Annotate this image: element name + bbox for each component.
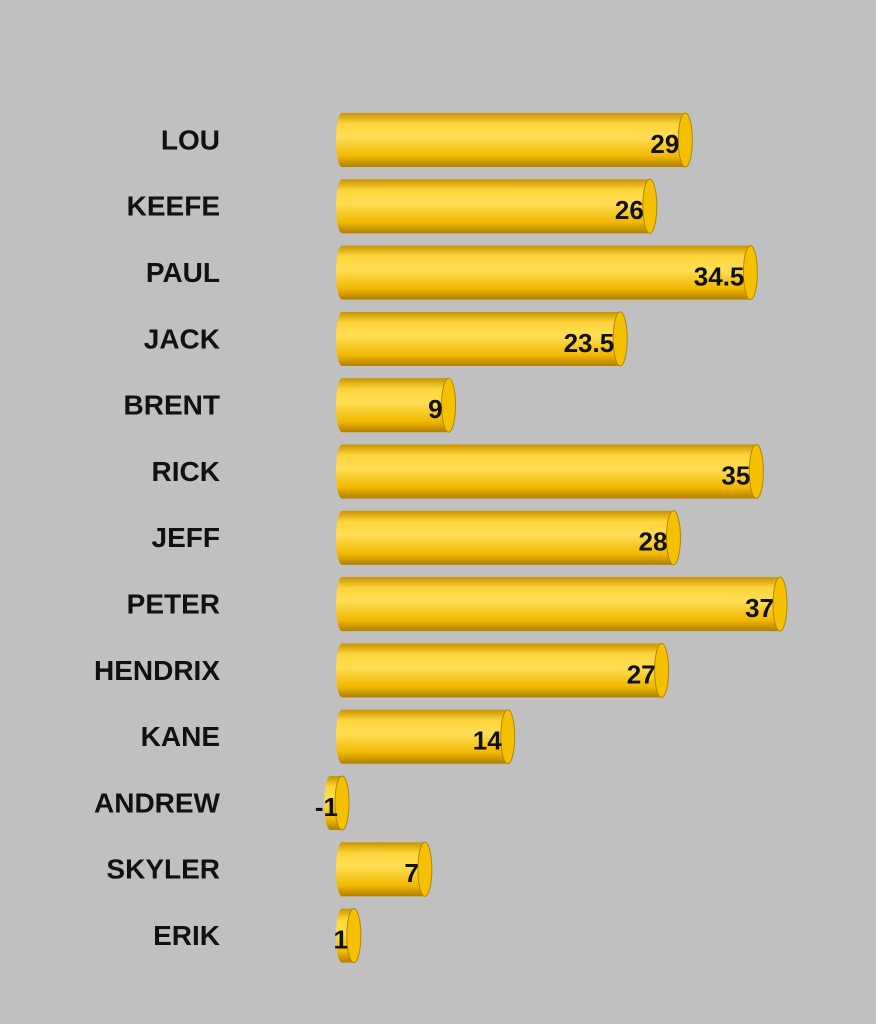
bar bbox=[342, 510, 674, 565]
bar-cap-start bbox=[336, 378, 348, 433]
category-label: KEEFE bbox=[127, 191, 220, 222]
bar bbox=[342, 311, 621, 366]
value-label: 14 bbox=[473, 726, 502, 756]
category-label: ANDREW bbox=[94, 787, 221, 818]
bar bbox=[342, 245, 751, 300]
bar-cap-start bbox=[336, 179, 348, 234]
bar-cap-start bbox=[336, 908, 348, 963]
category-label: SKYLER bbox=[106, 854, 220, 885]
value-label: 23.5 bbox=[564, 328, 615, 358]
category-label: JEFF bbox=[152, 522, 220, 553]
bar-cap-end bbox=[500, 709, 516, 765]
bar bbox=[342, 842, 425, 897]
bar-cap-start bbox=[336, 444, 348, 499]
value-label: 29 bbox=[650, 129, 679, 159]
bar-cap-end bbox=[346, 908, 362, 964]
bar-cap-end bbox=[772, 576, 788, 632]
bar-cap-end bbox=[642, 178, 658, 234]
bar-cap-end bbox=[748, 444, 764, 499]
bar bbox=[342, 643, 662, 698]
bar-cap-start bbox=[336, 113, 348, 167]
bar bbox=[342, 709, 508, 764]
category-label: ERIK bbox=[153, 920, 220, 951]
bar bbox=[342, 444, 757, 499]
bar-cap-end bbox=[742, 245, 758, 301]
bar-cap-start bbox=[336, 311, 348, 366]
bar-cap-start bbox=[336, 577, 348, 632]
bar-cap-start bbox=[336, 709, 348, 764]
value-label: -1 bbox=[315, 792, 338, 822]
bar-cap-start bbox=[336, 245, 348, 300]
bar-cap-start bbox=[324, 776, 337, 830]
bar-cap-end bbox=[677, 112, 693, 168]
value-label: 26 bbox=[615, 195, 644, 225]
category-label: LOU bbox=[161, 124, 220, 155]
value-label: 28 bbox=[639, 527, 668, 557]
value-label: 27 bbox=[627, 659, 656, 689]
bar-cap-end bbox=[441, 377, 457, 433]
bar bbox=[342, 113, 686, 167]
bar-cap-end bbox=[654, 642, 670, 698]
bar-cap-end bbox=[417, 841, 433, 897]
category-label: RICK bbox=[152, 456, 220, 487]
bar-cap-start bbox=[336, 510, 348, 565]
bar bbox=[342, 378, 449, 433]
bar-cap-end bbox=[334, 775, 350, 831]
category-label: KANE bbox=[141, 721, 220, 752]
value-label: 35 bbox=[721, 460, 750, 490]
value-label: 9 bbox=[428, 394, 442, 424]
category-label: BRENT bbox=[124, 390, 220, 421]
bar bbox=[342, 179, 650, 234]
bar-cap-end bbox=[665, 510, 681, 566]
category-label: PAUL bbox=[146, 257, 220, 288]
bar-cap-start bbox=[336, 842, 348, 897]
bar bbox=[342, 577, 780, 632]
category-label: JACK bbox=[144, 323, 220, 354]
value-label: 34.5 bbox=[694, 261, 745, 291]
category-label: PETER bbox=[127, 588, 220, 619]
value-label: 37 bbox=[745, 593, 774, 623]
bar-cap-start bbox=[336, 643, 348, 698]
category-label: HENDRIX bbox=[94, 655, 220, 686]
value-label: 1 bbox=[334, 924, 348, 954]
bar-cap-end bbox=[612, 311, 628, 367]
value-label: 7 bbox=[404, 858, 418, 888]
